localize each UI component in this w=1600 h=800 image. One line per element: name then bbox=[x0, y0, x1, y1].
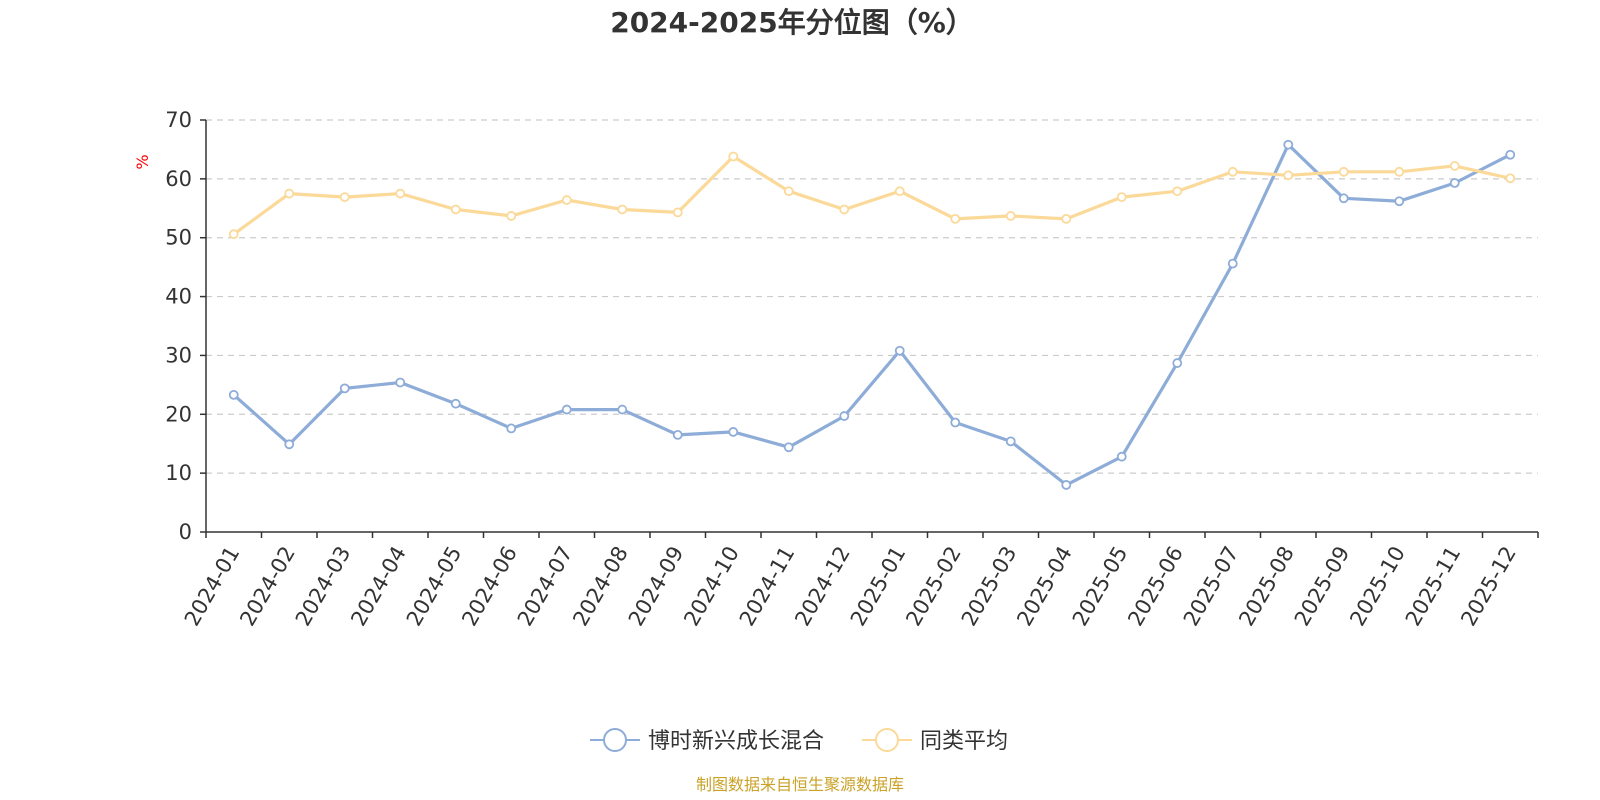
data-point-series-1[interactable] bbox=[561, 404, 572, 415]
data-point-series-1[interactable] bbox=[1116, 451, 1127, 462]
x-tick-label: 2024-03 bbox=[291, 542, 356, 630]
data-point-series-2[interactable] bbox=[783, 186, 794, 197]
data-point-series-1[interactable] bbox=[672, 429, 683, 440]
data-point-series-1[interactable] bbox=[1449, 178, 1460, 188]
data-point-series-1[interactable] bbox=[894, 345, 905, 356]
x-tick-label: 2025-08 bbox=[1234, 542, 1299, 630]
x-axis: 2024-012024-022024-032024-042024-052024-… bbox=[180, 531, 1539, 630]
x-tick-label: 2024-11 bbox=[735, 542, 800, 630]
x-tick-label: 2025-02 bbox=[901, 542, 966, 630]
x-tick-label: 2024-05 bbox=[402, 542, 467, 630]
data-point-series-1[interactable] bbox=[506, 423, 517, 434]
data-point-series-2[interactable] bbox=[617, 204, 628, 215]
x-tick-label: 2024-10 bbox=[679, 542, 744, 630]
data-point-series-1[interactable] bbox=[839, 411, 850, 421]
y-axis: 0 10 20 30 40 50 60 70 bbox=[165, 108, 207, 544]
x-tick-label: 2024-12 bbox=[790, 542, 855, 630]
y-tick-label: 60 bbox=[165, 167, 192, 191]
data-point-series-1[interactable] bbox=[728, 427, 739, 437]
x-tick-label: 2025-01 bbox=[846, 542, 911, 630]
x-tick-label: 2025-06 bbox=[1123, 542, 1188, 630]
legend[interactable]: 博时新兴成长混合 同类平均 bbox=[590, 728, 1008, 754]
y-tick-label: 0 bbox=[179, 520, 192, 544]
data-point-series-2[interactable] bbox=[228, 229, 239, 240]
data-point-series-2[interactable] bbox=[1394, 166, 1405, 177]
x-tick-label: 2024-09 bbox=[624, 542, 689, 630]
data-point-series-2[interactable] bbox=[1338, 166, 1349, 177]
legend-item-2[interactable]: 同类平均 bbox=[862, 728, 1008, 754]
data-point-series-1[interactable] bbox=[1505, 149, 1516, 160]
data-point-series-2[interactable] bbox=[1005, 211, 1016, 221]
x-tick-label: 2025-11 bbox=[1401, 542, 1466, 630]
data-point-series-2[interactable] bbox=[839, 204, 850, 215]
data-point-series-1[interactable] bbox=[783, 442, 794, 453]
data-point-series-2[interactable] bbox=[506, 211, 517, 221]
data-point-series-1[interactable] bbox=[1172, 358, 1183, 368]
data-point-series-2[interactable] bbox=[672, 207, 683, 218]
x-tick-label: 2025-07 bbox=[1179, 542, 1244, 630]
legend-circle-icon bbox=[603, 728, 627, 752]
data-point-series-1[interactable] bbox=[1394, 196, 1405, 207]
x-tick-label: 2025-10 bbox=[1345, 542, 1410, 630]
legend-circle-icon bbox=[875, 728, 899, 752]
x-tick-label: 2024-06 bbox=[457, 542, 522, 630]
legend-label: 博时新兴成长混合 bbox=[648, 729, 824, 754]
data-point-series-2[interactable] bbox=[894, 186, 905, 197]
data-point-series-1[interactable] bbox=[450, 398, 461, 409]
x-tick-label: 2024-07 bbox=[513, 542, 578, 630]
data-point-series-2[interactable] bbox=[339, 192, 350, 203]
series-lines bbox=[232, 143, 1512, 487]
data-point-series-1[interactable] bbox=[1338, 193, 1349, 204]
x-tick-label: 2025-05 bbox=[1068, 542, 1133, 630]
data-point-series-1[interactable] bbox=[1061, 480, 1072, 490]
data-point-series-2[interactable] bbox=[1116, 192, 1127, 203]
data-point-series-1[interactable] bbox=[1005, 436, 1016, 447]
data-point-series-2[interactable] bbox=[1449, 161, 1460, 171]
x-tick-label: 2025-04 bbox=[1012, 542, 1077, 630]
data-point-series-2[interactable] bbox=[950, 213, 961, 224]
y-tick-label: 50 bbox=[165, 226, 192, 250]
data-point-series-1[interactable] bbox=[1283, 139, 1294, 150]
data-point-series-1[interactable] bbox=[1227, 258, 1238, 269]
x-tick-label: 2024-08 bbox=[568, 542, 633, 630]
series-line-2 bbox=[232, 154, 1511, 236]
y-tick-label: 10 bbox=[165, 461, 192, 485]
data-point-series-2[interactable] bbox=[1061, 213, 1072, 224]
data-point-series-2[interactable] bbox=[1227, 166, 1238, 177]
data-point-series-2[interactable] bbox=[1283, 170, 1294, 181]
data-point-series-1[interactable] bbox=[395, 377, 406, 388]
data-point-series-2[interactable] bbox=[284, 188, 295, 199]
series-line-1 bbox=[232, 143, 1512, 487]
x-tick-label: 2025-09 bbox=[1290, 542, 1355, 630]
data-point-series-1[interactable] bbox=[339, 383, 350, 394]
y-tick-label: 70 bbox=[165, 108, 192, 132]
chart-title: 2024-2025年分位图（%） bbox=[610, 6, 974, 39]
data-point-series-2[interactable] bbox=[395, 188, 406, 199]
data-point-series-2[interactable] bbox=[561, 195, 572, 205]
x-tick-label: 2024-02 bbox=[235, 542, 300, 630]
data-point-series-1[interactable] bbox=[617, 404, 628, 415]
y-tick-label: 20 bbox=[165, 402, 192, 426]
series-points bbox=[228, 139, 1516, 490]
data-point-series-2[interactable] bbox=[1505, 173, 1516, 184]
y-tick-label: 40 bbox=[165, 285, 192, 309]
y-axis-unit-label: % bbox=[133, 154, 152, 169]
data-point-series-1[interactable] bbox=[228, 389, 239, 400]
source-note: 制图数据来自恒生聚源数据库 bbox=[696, 775, 904, 794]
data-point-series-2[interactable] bbox=[728, 151, 739, 162]
data-point-series-2[interactable] bbox=[1172, 186, 1183, 197]
data-point-series-1[interactable] bbox=[284, 439, 295, 450]
data-point-series-1[interactable] bbox=[950, 417, 961, 428]
x-tick-label: 2025-03 bbox=[957, 542, 1022, 630]
grid-lines bbox=[206, 119, 1538, 474]
legend-label: 同类平均 bbox=[920, 729, 1008, 754]
x-tick-label: 2024-04 bbox=[346, 542, 411, 630]
x-tick-label: 2024-01 bbox=[180, 542, 245, 630]
y-tick-label: 30 bbox=[165, 343, 192, 367]
data-point-series-2[interactable] bbox=[450, 204, 461, 215]
x-tick-label: 2025-12 bbox=[1456, 542, 1521, 630]
legend-item-1[interactable]: 博时新兴成长混合 bbox=[590, 728, 824, 754]
